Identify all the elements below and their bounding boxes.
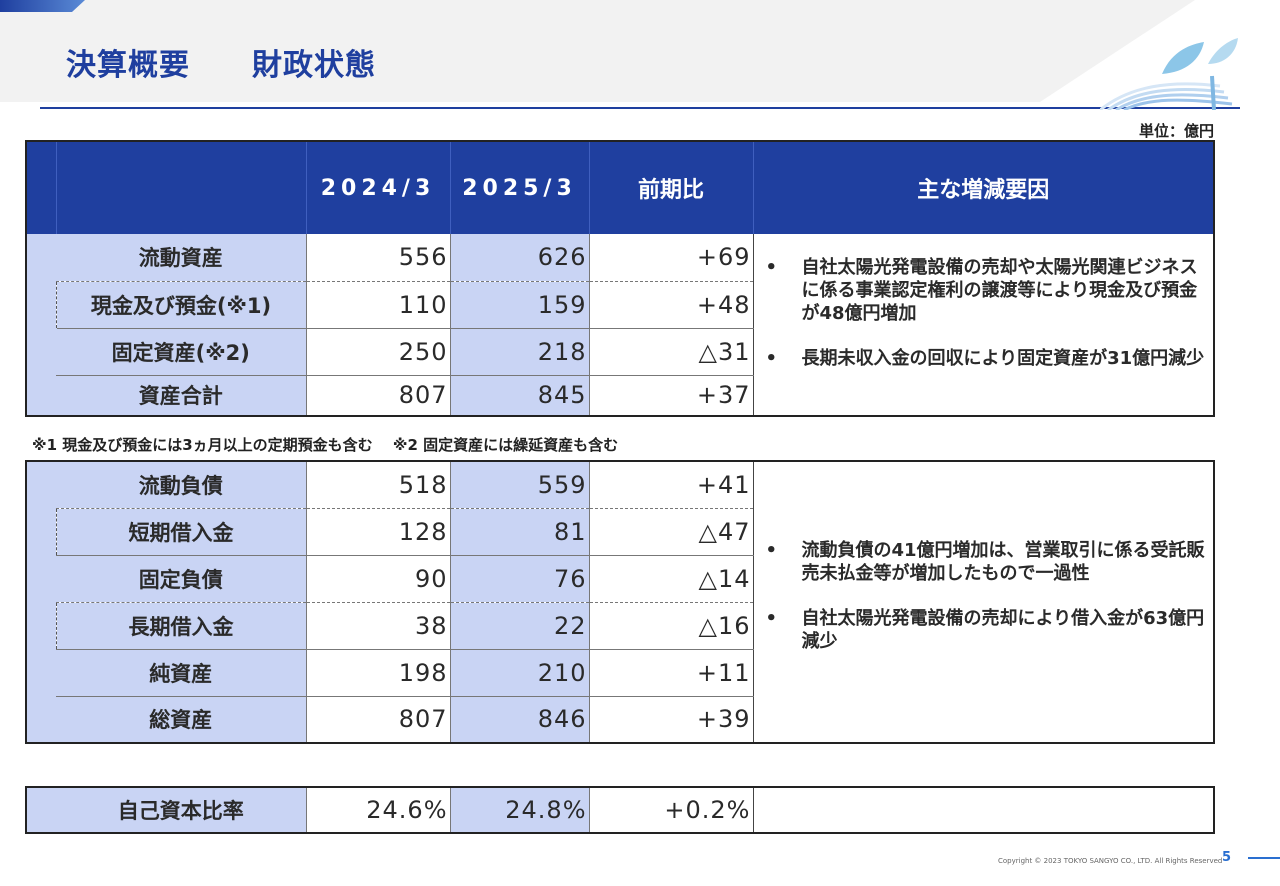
value-2024: 38 [306,602,451,650]
value-2024: 24.6% [306,787,451,833]
assets-table: 2024/3 2025/3 前期比 主な増減要因 流動資産 556 626 +6… [25,140,1215,417]
row-label: 自己資本比率 [56,787,307,833]
reason-item: • 自社太陽光発電設備の売却により借入金が63億円減少 [765,608,1205,652]
table-row: 資産合計 807 845 +37 [25,375,1214,416]
bullet-icon: • [765,540,778,561]
col-header-diff: 前期比 [589,141,754,234]
value-2025: 845 [450,375,590,416]
row-stub [25,787,56,833]
value-2025: 210 [450,649,590,697]
row-stub [25,328,56,375]
value-2024: 518 [306,461,451,509]
table-row: 総資産 807 846 +39 [25,696,1214,743]
row-stub [25,461,56,508]
row-stub [25,281,56,329]
header-band [0,0,1195,102]
table-row: 長期借入金 38 22 △16 [25,602,1214,650]
row-label: 現金及び預金(※1) [55,280,307,329]
row-stub [25,508,56,555]
value-diff: +48 [589,281,754,329]
row-label: 純資産 [56,649,307,697]
table-row: 自己資本比率 24.6% 24.8% +0.2% [25,787,1215,833]
value-diff: △31 [589,328,754,376]
value-2024: 807 [306,375,451,416]
value-2024: 807 [306,696,451,743]
row-stub [25,234,56,281]
row-label: 流動資産 [56,234,307,282]
header-label-col [56,141,307,234]
value-diff: △14 [589,555,754,603]
table-row: 短期借入金 128 81 △47 [25,508,1214,556]
value-2024: 250 [306,328,451,376]
page-title: 決算概要 財政状態 [66,48,376,83]
value-2025: 81 [450,508,590,556]
value-2024: 90 [306,555,451,603]
value-2025: 846 [450,696,590,743]
header-stub [25,141,57,234]
liabilities-reasons: • 流動負債の41億円増加は、営業取引に係る受託販売未払金等が増加したもので一過性… [753,461,1215,743]
row-label: 短期借入金 [55,508,307,556]
reason-item: • 自社太陽光発電設備の売却や太陽光関連ビジネスに係る事業認定権利の譲渡等により現… [765,257,1198,324]
table-header-row: 2024/3 2025/3 前期比 主な増減要因 [25,141,1215,234]
liabilities-table: 流動負債 518 559 +41 • 流動負債の41億円増加は、営業取引に係る受託… [25,460,1215,744]
value-2024: 556 [306,234,451,282]
value-2025: 626 [450,234,590,282]
value-diff: +39 [589,696,754,743]
footnote: ※1 現金及び預金には3ヵ月以上の定期預金も含む ※2 固定資産には繰延資産も含… [32,436,619,454]
table-row: 現金及び預金(※1) 110 159 +48 [25,280,1214,329]
value-2025: 218 [450,328,590,376]
title-rule [40,107,1240,109]
row-label: 資産合計 [56,375,307,416]
copyright: Copyright © 2023 TOKYO SANGYO CO., LTD. … [998,857,1223,865]
value-2025: 22 [450,602,590,650]
row-stub [25,649,56,696]
corner-accent [0,0,85,12]
assets-reasons: • 自社太陽光発電設備の売却や太陽光関連ビジネスに係る事業認定権利の譲渡等により現… [753,234,1215,416]
bullet-icon: • [765,348,778,369]
value-diff: +69 [589,234,754,282]
value-2024: 198 [306,649,451,697]
page-number: 5 [1222,850,1232,865]
value-diff: △16 [589,602,754,650]
value-diff: +41 [589,461,754,509]
row-stub [25,602,56,649]
bullet-icon: • [765,608,778,629]
table-row: 固定資産(※2) 250 218 △31 [25,328,1214,376]
table-row: 流動負債 518 559 +41 • 流動負債の41億円増加は、営業取引に係る受託… [25,461,1215,743]
table-row: 純資産 198 210 +11 [25,649,1214,697]
value-2025: 159 [450,281,590,329]
table-row: 固定負債 90 76 △14 [25,555,1214,603]
reason-item: • 長期未収入金の回収により固定資産が31億円減少 [765,348,1205,369]
equity-ratio-table: 自己資本比率 24.6% 24.8% +0.2% [25,786,1215,834]
unit-note: 単位：億円 [1138,122,1214,140]
row-label: 固定資産(※2) [56,328,307,376]
value-diff: △47 [589,508,754,556]
reason-item: • 流動負債の41億円増加は、営業取引に係る受託販売未払金等が増加したもので一過性 [765,540,1205,584]
bullet-icon: • [765,257,778,278]
col-header-reason: 主な増減要因 [753,141,1215,234]
col-header-2025: 2025/3 [450,141,590,234]
company-logo-icon [1100,38,1238,110]
value-diff: +11 [589,649,754,697]
value-2025: 24.8% [450,787,590,833]
row-label: 総資産 [56,696,307,743]
row-stub [25,696,56,743]
value-2024: 110 [306,281,451,329]
value-diff: +0.2% [589,787,754,833]
value-2025: 559 [450,461,590,509]
row-label: 流動負債 [56,461,307,509]
value-2024: 128 [306,508,451,556]
page-number-rule [1248,857,1280,859]
row-label: 長期借入金 [55,602,307,650]
table-row: 流動資産 556 626 +69 • 自社太陽光発電設備の売却や太陽光関連ビジネス… [25,234,1215,416]
col-header-2024: 2024/3 [306,141,451,234]
row-stub [25,375,56,416]
row-stub [25,555,56,602]
row-label: 固定負債 [56,555,307,603]
value-2025: 76 [450,555,590,603]
equity-reason-empty [753,787,1215,833]
value-diff: +37 [589,375,754,416]
